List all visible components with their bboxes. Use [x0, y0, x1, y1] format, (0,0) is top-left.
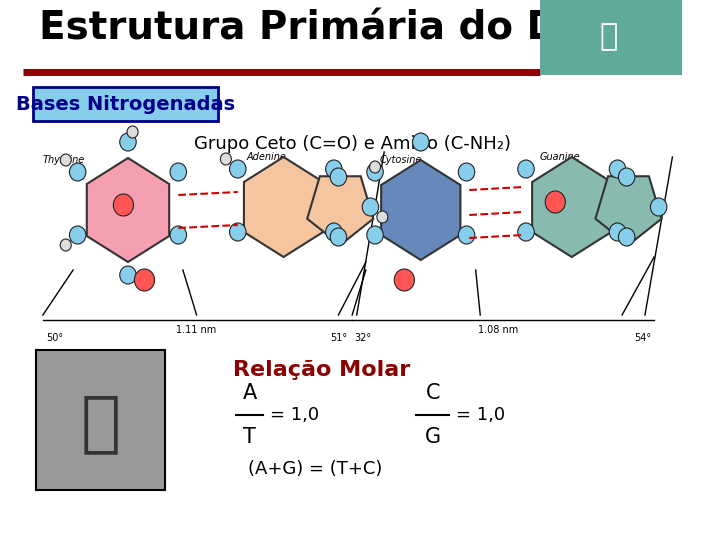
- Text: A: A: [243, 383, 257, 403]
- Text: Thymine: Thymine: [43, 155, 85, 165]
- Polygon shape: [532, 157, 611, 257]
- Circle shape: [330, 168, 346, 186]
- Circle shape: [135, 269, 155, 291]
- Text: 1.08 nm: 1.08 nm: [478, 325, 518, 335]
- Circle shape: [369, 161, 381, 173]
- Circle shape: [395, 269, 415, 291]
- Polygon shape: [244, 157, 323, 257]
- Circle shape: [60, 239, 71, 251]
- Text: Adenine: Adenine: [247, 152, 287, 162]
- Text: (A+G) = (T+C): (A+G) = (T+C): [248, 460, 383, 478]
- Text: 🧬: 🧬: [599, 23, 618, 51]
- Circle shape: [518, 160, 534, 178]
- Circle shape: [220, 153, 231, 165]
- Circle shape: [459, 226, 474, 244]
- Text: 51°: 51°: [330, 333, 347, 343]
- Text: 54°: 54°: [634, 333, 652, 343]
- Text: Bases Nitrogenadas: Bases Nitrogenadas: [16, 94, 235, 113]
- Polygon shape: [381, 160, 460, 260]
- Text: 1.11 nm: 1.11 nm: [176, 325, 217, 335]
- Circle shape: [120, 133, 136, 151]
- Circle shape: [325, 223, 342, 241]
- Circle shape: [170, 163, 186, 181]
- Polygon shape: [595, 176, 662, 245]
- FancyBboxPatch shape: [540, 0, 682, 75]
- FancyBboxPatch shape: [540, 0, 682, 75]
- Circle shape: [170, 226, 186, 244]
- Circle shape: [366, 163, 383, 181]
- Circle shape: [230, 160, 246, 178]
- Text: Relação Molar: Relação Molar: [233, 360, 410, 380]
- Circle shape: [459, 163, 474, 181]
- Text: Grupo Ceto (C=O) e Amino (C-NH₂): Grupo Ceto (C=O) e Amino (C-NH₂): [194, 135, 510, 153]
- Circle shape: [650, 198, 667, 216]
- Circle shape: [362, 198, 379, 216]
- Circle shape: [69, 226, 86, 244]
- Polygon shape: [307, 176, 374, 245]
- Circle shape: [120, 266, 136, 284]
- Circle shape: [609, 160, 626, 178]
- Text: = 1,0: = 1,0: [270, 406, 319, 424]
- Text: Chargaff: Chargaff: [71, 350, 130, 364]
- Circle shape: [609, 223, 626, 241]
- Circle shape: [69, 163, 86, 181]
- Circle shape: [366, 226, 383, 244]
- FancyBboxPatch shape: [33, 87, 217, 121]
- Circle shape: [545, 191, 565, 213]
- Text: Estrutura Primária do DNA: Estrutura Primária do DNA: [39, 10, 622, 48]
- Circle shape: [618, 228, 635, 246]
- Circle shape: [230, 223, 246, 241]
- Text: 32°: 32°: [354, 333, 372, 343]
- Text: Guanine: Guanine: [540, 152, 580, 162]
- Circle shape: [518, 223, 534, 241]
- Circle shape: [127, 126, 138, 138]
- Circle shape: [413, 133, 429, 151]
- Circle shape: [325, 160, 342, 178]
- Circle shape: [60, 154, 71, 166]
- Circle shape: [377, 211, 388, 223]
- Text: Cytosine: Cytosine: [379, 155, 422, 165]
- Text: = 1,0: = 1,0: [456, 406, 505, 424]
- Polygon shape: [87, 158, 169, 262]
- Text: G: G: [425, 427, 441, 447]
- Text: 👤: 👤: [81, 390, 120, 456]
- FancyBboxPatch shape: [37, 350, 165, 490]
- Circle shape: [113, 194, 133, 216]
- Text: 50°: 50°: [46, 333, 63, 343]
- Circle shape: [618, 168, 635, 186]
- Text: C: C: [426, 383, 440, 403]
- Text: T: T: [243, 427, 256, 447]
- Circle shape: [330, 228, 346, 246]
